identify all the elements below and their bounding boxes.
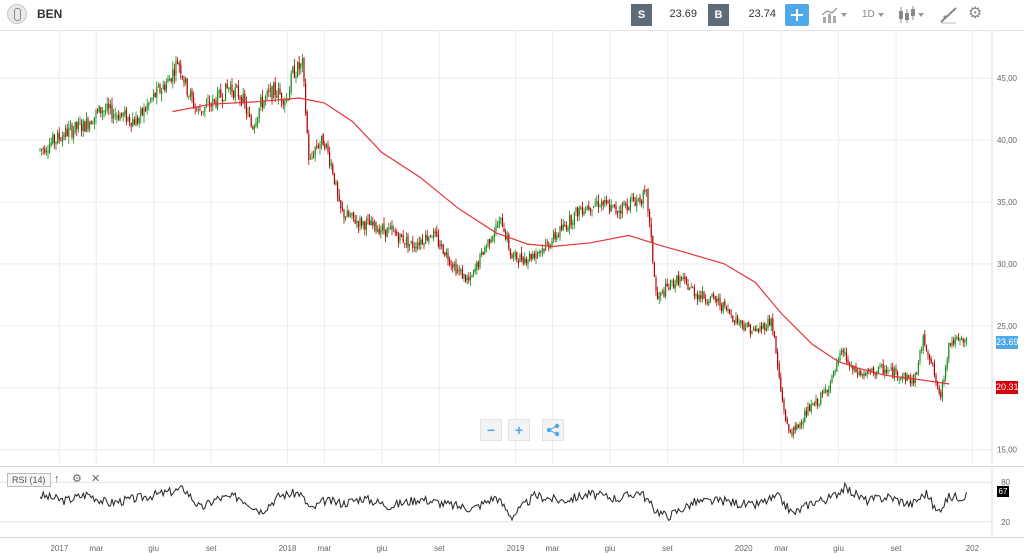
buy-button[interactable]: B 23.74 <box>708 4 780 26</box>
buy-price: 23.74 <box>748 8 776 20</box>
x-tick-label-1: mar <box>89 544 103 553</box>
gear-icon[interactable]: ⚙ <box>968 5 983 22</box>
rsi-tick-label-1: 20 <box>1001 518 1010 527</box>
y-tick-label-2: 35,00 <box>997 198 1018 207</box>
drawing-tools-button[interactable] <box>939 4 959 26</box>
x-tick-label-4: 2018 <box>279 544 297 553</box>
x-tick-label-9: mar <box>546 544 560 553</box>
zoom-in-button[interactable]: + <box>508 419 530 441</box>
rsi-tick-label-0: 80 <box>1001 478 1010 487</box>
x-tick-label-5: mar <box>317 544 331 553</box>
x-tick-label-13: mar <box>774 544 788 553</box>
moving-average-line <box>172 97 950 385</box>
moving-average-flag: 20.31 <box>996 381 1019 394</box>
share-button[interactable] <box>542 419 564 441</box>
x-tick-label-10: giu <box>605 544 616 553</box>
sell-button[interactable]: S 23.69 <box>631 4 701 26</box>
price-candles <box>39 53 967 439</box>
x-tick-label-7: set <box>434 544 445 553</box>
x-tick-label-12: 2020 <box>735 544 753 553</box>
sell-tag: S <box>631 4 652 26</box>
x-tick-label-8: 2019 <box>507 544 525 553</box>
x-tick-label-6: giu <box>376 544 387 553</box>
sell-price: 23.69 <box>669 8 697 20</box>
y-tick-label-4: 25,00 <box>997 322 1018 331</box>
arrow-up-icon[interactable]: ↑ <box>54 473 60 485</box>
indicators-button[interactable] <box>897 4 927 26</box>
line-chart-type-icon <box>821 7 847 23</box>
crosshair-icon[interactable] <box>785 4 809 26</box>
interval-selector[interactable]: 1D <box>862 4 884 26</box>
x-tick-label-11: set <box>662 544 673 553</box>
time-axis: 2017 mar giu set 2018 mar giu set 2019 mar giu set 2… <box>0 537 1024 553</box>
toolbar: BEN S 23.69 B 23.74 1D ⚙ <box>0 0 1024 31</box>
x-tick-label-16: 202 <box>966 544 980 553</box>
rsi-value-flag: 67 <box>997 486 1009 497</box>
zoom-out-button[interactable]: − <box>480 419 502 441</box>
y-tick-label-6: 15,00 <box>997 446 1018 455</box>
gear-icon[interactable]: ⚙ <box>72 473 82 485</box>
x-tick-label-0: 2017 <box>50 544 68 553</box>
rsi-label: RSI (14) <box>7 473 51 487</box>
rsi-bands: 80 20 <box>0 466 1011 536</box>
instrument-logo-icon <box>7 4 27 24</box>
price-grid <box>0 31 993 464</box>
rsi-chart[interactable]: 80 20 <box>0 466 1024 536</box>
chart-type-button[interactable] <box>821 4 851 26</box>
rsi-line <box>39 481 967 522</box>
close-icon[interactable]: ✕ <box>91 473 101 485</box>
ticker-symbol: BEN <box>37 7 63 21</box>
buy-tag: B <box>708 4 729 26</box>
interval-label: 1D <box>862 9 875 20</box>
candlestick-indicators-icon <box>899 6 924 23</box>
y-tick-label-1: 40,00 <box>997 136 1018 145</box>
last-price-flag: 23.69 <box>996 336 1019 349</box>
chevron-down-icon <box>878 13 884 17</box>
x-tick-label-3: set <box>206 544 217 553</box>
y-tick-label-3: 30,00 <box>997 260 1018 269</box>
x-tick-label-2: giu <box>148 544 159 553</box>
drawing-tools-icon <box>940 7 957 24</box>
y-tick-label-0: 45,00 <box>997 74 1018 83</box>
x-tick-label-14: giu <box>833 544 844 553</box>
x-tick-label-15: set <box>891 544 902 553</box>
share-icon <box>546 423 560 437</box>
